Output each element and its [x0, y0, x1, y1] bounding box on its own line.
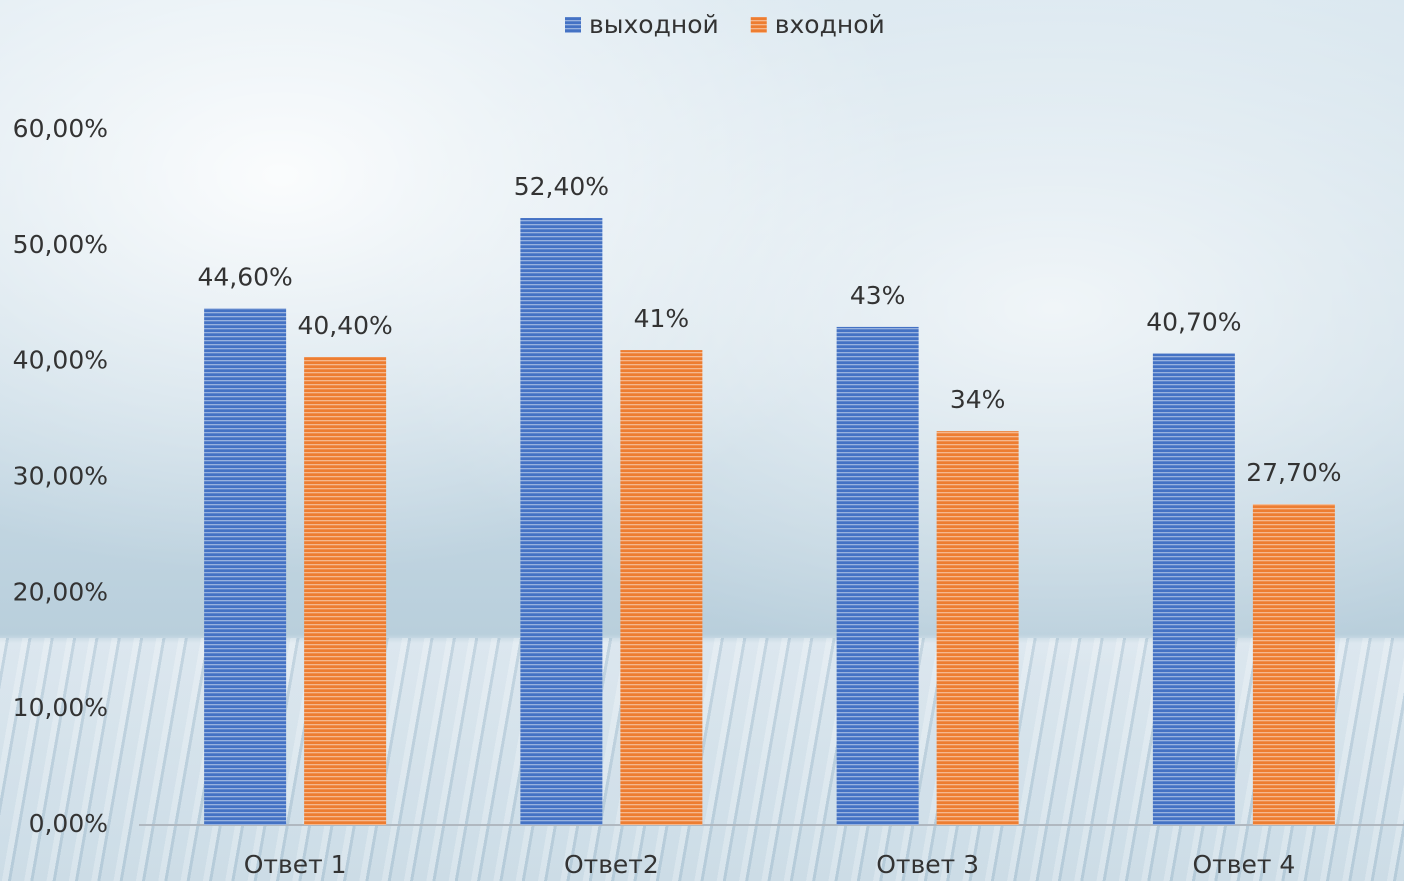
y-tick-label: 40,00% [13, 346, 108, 375]
y-tick-label: 60,00% [13, 114, 108, 143]
y-tick-label: 50,00% [13, 230, 108, 259]
x-tick-label: Ответ 1 [244, 850, 347, 879]
bar [1252, 504, 1335, 825]
legend-swatch [565, 17, 581, 33]
value-label: 40,40% [297, 311, 392, 340]
y-tick-label: 30,00% [13, 462, 108, 491]
y-tick-label: 20,00% [13, 577, 108, 606]
legend-swatch [750, 17, 767, 33]
bar [204, 308, 287, 826]
x-tick-label: Ответ2 [564, 850, 659, 879]
value-label: 27,70% [1246, 458, 1341, 487]
legend-label: входной [775, 10, 885, 39]
bar [1152, 353, 1235, 825]
value-label: 44,60% [197, 262, 292, 291]
value-label: 40,70% [1146, 308, 1241, 337]
value-label: 52,40% [514, 172, 609, 201]
bar [520, 218, 603, 826]
legend-label: выходной [589, 10, 719, 39]
value-label: 34% [950, 385, 1006, 414]
value-label: 43% [850, 281, 906, 310]
x-tick-label: Ответ 4 [1192, 850, 1295, 879]
bar [936, 431, 1019, 825]
y-tick-label: 0,00% [29, 809, 108, 838]
value-label: 41% [634, 304, 690, 333]
bar [620, 350, 703, 825]
y-tick-label: 10,00% [13, 693, 108, 722]
bar [304, 357, 387, 825]
x-tick-label: Ответ 3 [876, 850, 979, 879]
bar [836, 326, 919, 825]
